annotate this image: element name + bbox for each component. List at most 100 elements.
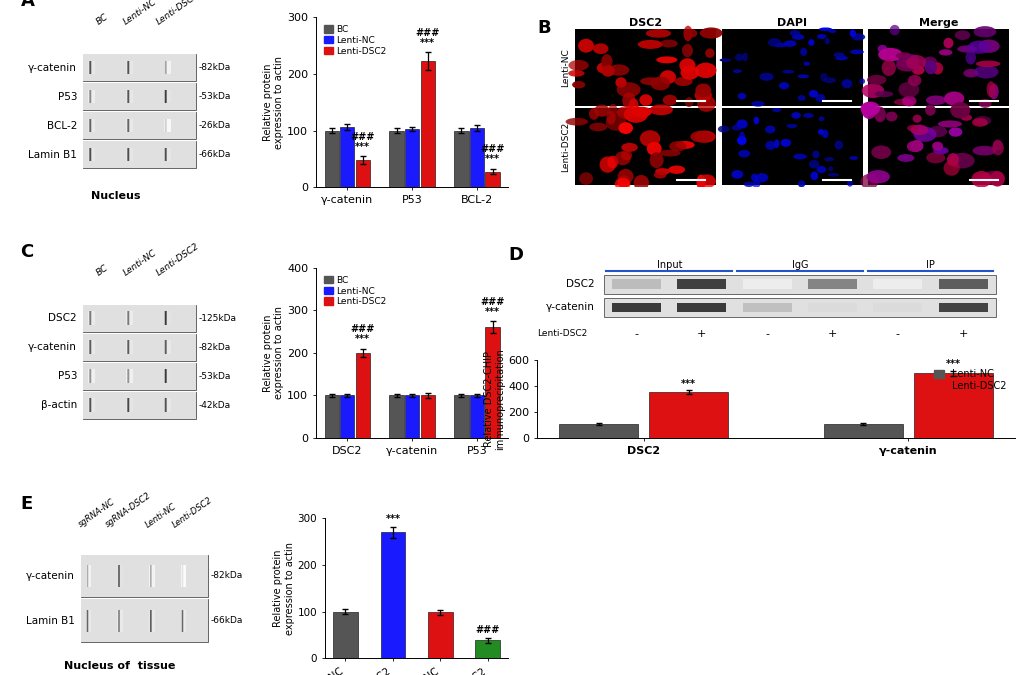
Bar	[127, 90, 130, 103]
Ellipse shape	[884, 111, 897, 121]
Ellipse shape	[849, 49, 863, 54]
Bar	[164, 90, 167, 103]
Text: -: -	[895, 329, 899, 339]
Bar	[183, 610, 185, 632]
Bar	[120, 610, 123, 632]
Ellipse shape	[861, 102, 875, 119]
Ellipse shape	[810, 171, 817, 180]
Ellipse shape	[608, 104, 616, 117]
Bar	[91, 90, 94, 103]
Ellipse shape	[637, 40, 662, 49]
Ellipse shape	[906, 125, 918, 132]
Ellipse shape	[967, 40, 989, 54]
Ellipse shape	[589, 123, 606, 131]
Ellipse shape	[950, 102, 969, 119]
Ellipse shape	[974, 173, 997, 182]
Bar	[470, 396, 484, 438]
Bar	[453, 130, 468, 188]
Ellipse shape	[659, 40, 678, 47]
Bar	[127, 340, 130, 354]
Bar	[127, 148, 131, 161]
Bar	[90, 311, 93, 325]
Bar	[152, 565, 155, 587]
Bar	[182, 565, 185, 587]
Bar	[152, 610, 154, 632]
Ellipse shape	[686, 29, 697, 38]
Text: sgRNA-NC: sgRNA-NC	[77, 497, 117, 529]
Bar	[92, 398, 95, 412]
Ellipse shape	[971, 146, 996, 155]
Bar	[82, 555, 208, 597]
Bar	[603, 298, 995, 317]
Bar	[128, 369, 131, 383]
Ellipse shape	[797, 95, 805, 101]
Bar	[88, 610, 91, 632]
Text: -82kDa: -82kDa	[210, 572, 243, 580]
Bar	[389, 396, 404, 438]
Ellipse shape	[793, 154, 806, 159]
Ellipse shape	[797, 180, 804, 188]
Bar	[389, 130, 404, 188]
Text: γ-catenin: γ-catenin	[545, 302, 594, 313]
Bar	[90, 148, 93, 161]
Ellipse shape	[991, 140, 1003, 155]
Ellipse shape	[973, 65, 998, 78]
Bar	[872, 279, 921, 289]
Bar	[89, 311, 92, 325]
Bar	[129, 398, 132, 412]
Bar	[150, 610, 152, 632]
Ellipse shape	[981, 171, 1003, 185]
Bar	[167, 61, 170, 74]
Ellipse shape	[827, 29, 836, 33]
Ellipse shape	[834, 140, 843, 150]
Bar	[92, 311, 95, 325]
Bar	[164, 369, 167, 383]
Ellipse shape	[694, 130, 715, 143]
Bar	[89, 119, 93, 132]
Bar	[165, 369, 169, 383]
Bar	[167, 340, 170, 354]
Text: Input: Input	[656, 260, 682, 270]
Text: ***: ***	[420, 38, 435, 48]
Bar	[91, 340, 94, 354]
Ellipse shape	[973, 116, 990, 126]
Bar	[128, 119, 131, 132]
Bar	[150, 565, 152, 587]
Bar	[91, 61, 94, 74]
Bar	[127, 61, 131, 74]
Ellipse shape	[803, 113, 813, 118]
Ellipse shape	[818, 28, 832, 31]
Bar	[119, 610, 122, 632]
Ellipse shape	[789, 30, 800, 36]
Ellipse shape	[803, 61, 809, 65]
Ellipse shape	[579, 172, 592, 185]
Bar	[166, 369, 169, 383]
Ellipse shape	[755, 173, 767, 182]
Bar	[165, 369, 168, 383]
Bar	[128, 311, 131, 325]
Ellipse shape	[690, 131, 711, 142]
Bar	[92, 311, 95, 325]
Ellipse shape	[991, 140, 1001, 150]
Ellipse shape	[876, 45, 887, 53]
Bar	[324, 396, 338, 438]
Y-axis label: Relative protein
expression to actin: Relative protein expression to actin	[273, 542, 294, 634]
Text: ***: ***	[355, 142, 370, 152]
Bar	[127, 398, 131, 412]
Bar	[89, 119, 92, 132]
Bar	[166, 119, 169, 132]
Bar	[575, 108, 715, 185]
Bar	[89, 369, 92, 383]
Ellipse shape	[822, 78, 836, 83]
Ellipse shape	[675, 141, 694, 149]
Ellipse shape	[594, 105, 609, 117]
Bar	[88, 565, 91, 587]
Bar	[165, 340, 168, 354]
Bar	[164, 311, 167, 325]
Ellipse shape	[975, 61, 1000, 67]
Legend: BC, Lenti-NC, Lenti-DSC2: BC, Lenti-NC, Lenti-DSC2	[320, 22, 390, 59]
Bar	[86, 610, 89, 632]
Bar	[164, 398, 167, 412]
Ellipse shape	[895, 52, 910, 59]
Bar	[151, 610, 154, 632]
